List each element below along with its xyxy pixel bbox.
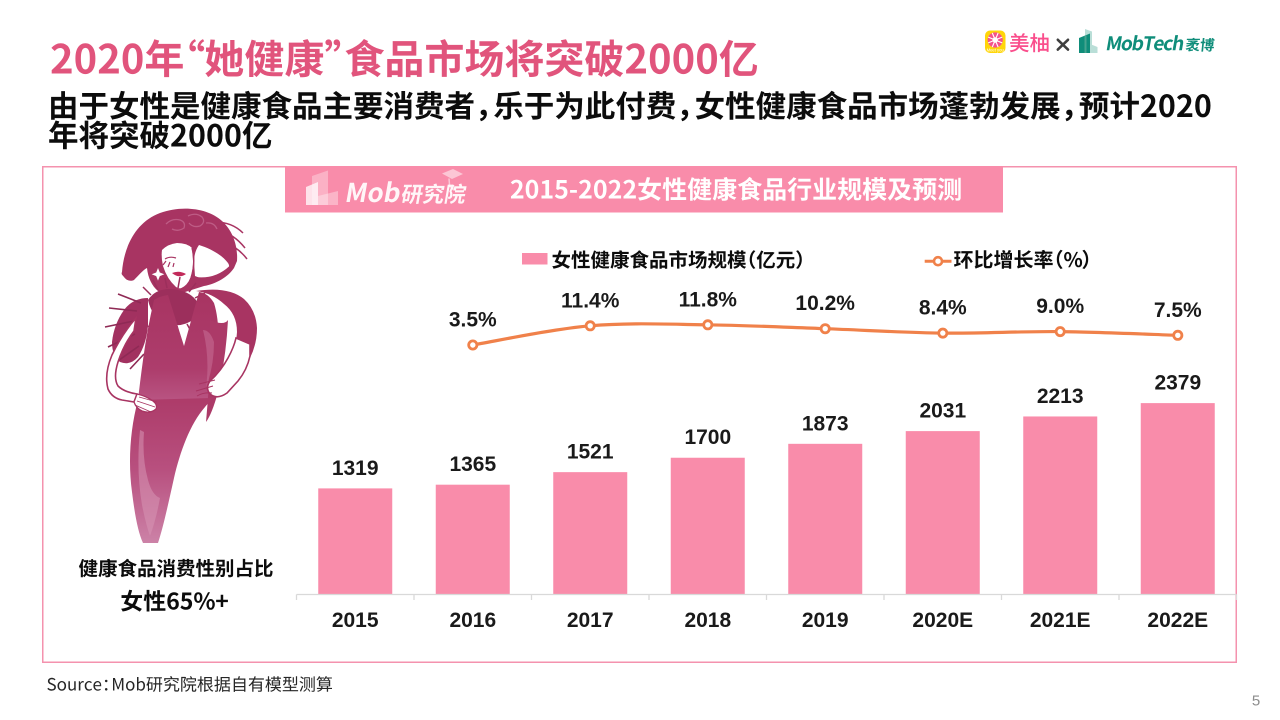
svg-text:2031: 2031 (919, 400, 966, 423)
svg-text:1319: 1319 (332, 457, 379, 480)
svg-text:2017: 2017 (567, 609, 614, 632)
svg-text:2020E: 2020E (912, 609, 973, 632)
svg-text:7.5%: 7.5% (1154, 299, 1202, 322)
svg-text:1521: 1521 (567, 441, 614, 464)
svg-text:5: 5 (1252, 693, 1260, 710)
svg-text:3.5%: 3.5% (449, 309, 497, 332)
svg-text:9.0%: 9.0% (1036, 295, 1084, 318)
svg-text:11.8%: 11.8% (679, 288, 738, 311)
svg-text:1700: 1700 (684, 426, 731, 449)
svg-text:11.4%: 11.4% (561, 289, 620, 312)
svg-text:2019: 2019 (802, 609, 849, 632)
svg-text:2213: 2213 (1037, 385, 1084, 408)
svg-text:2015: 2015 (332, 609, 379, 632)
svg-text:1365: 1365 (449, 453, 496, 476)
svg-text:Meet you: Meet you (987, 47, 1005, 52)
svg-text:2018: 2018 (684, 609, 731, 632)
svg-text:2022E: 2022E (1147, 609, 1208, 632)
svg-text:2379: 2379 (1154, 372, 1201, 395)
svg-text:8.4%: 8.4% (919, 297, 967, 320)
svg-text:10.2%: 10.2% (795, 292, 855, 315)
svg-text:1873: 1873 (802, 412, 849, 435)
svg-text:2016: 2016 (449, 609, 496, 632)
svg-text:2021E: 2021E (1030, 609, 1091, 632)
